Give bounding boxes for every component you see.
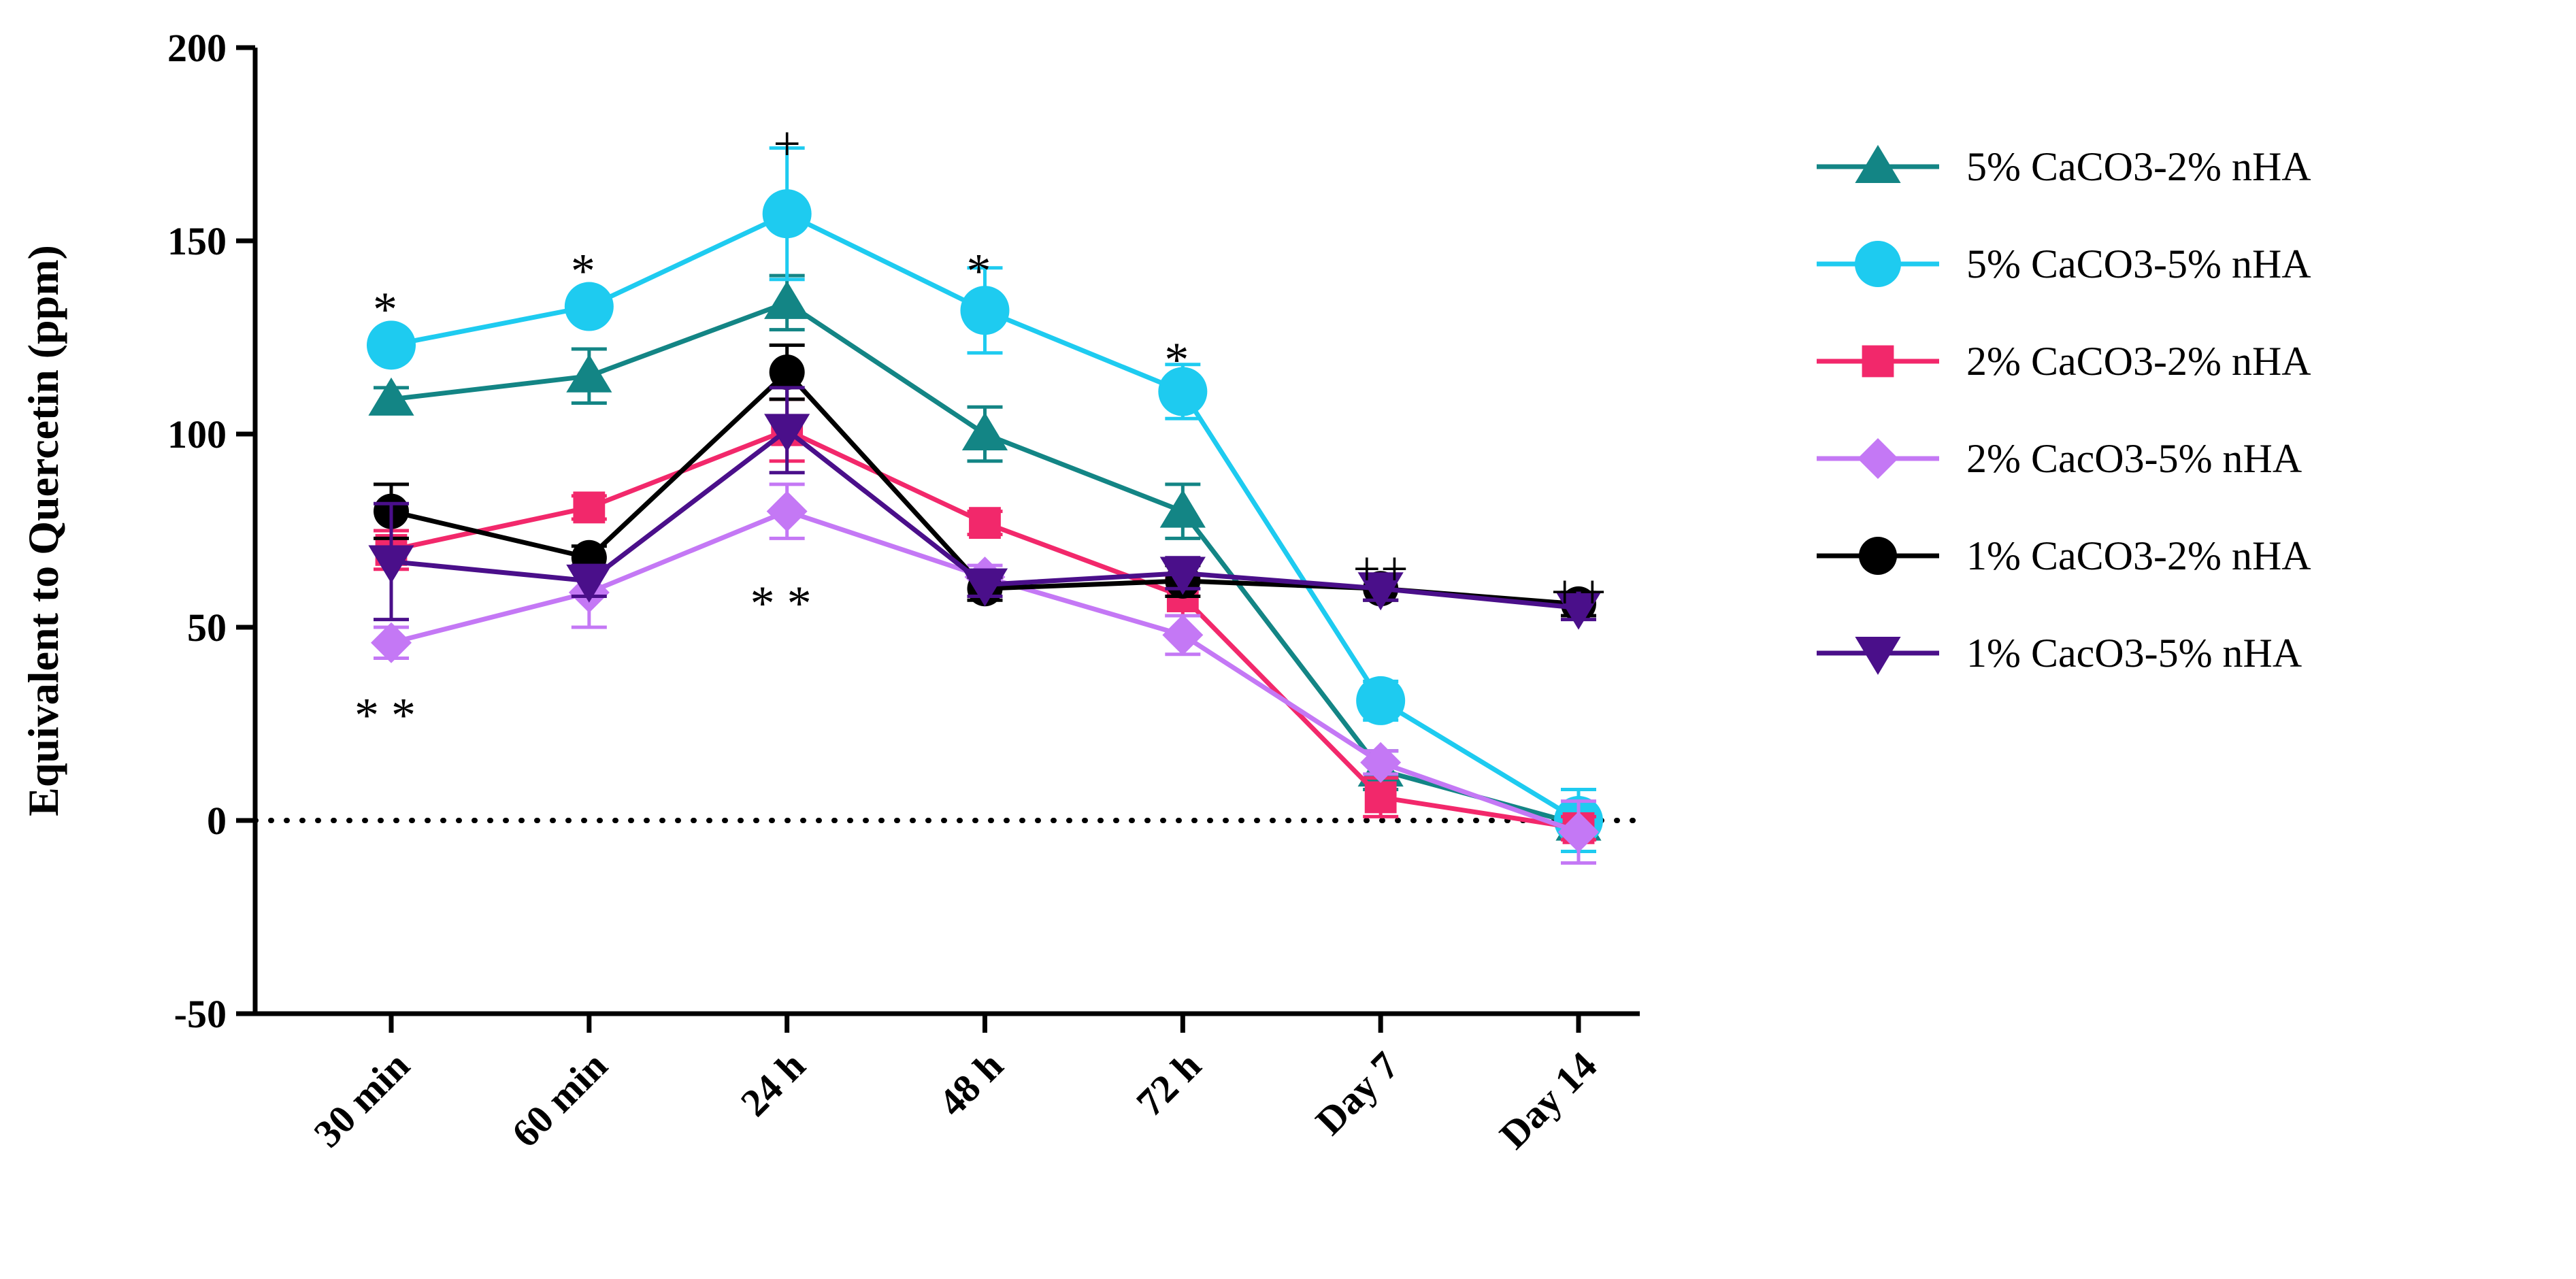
legend-item: 5% CaCO3-2% nHA: [1817, 144, 2311, 189]
x-tick-label: 48 h: [930, 1043, 1012, 1125]
data-point: [961, 412, 1008, 450]
series-2: [367, 146, 1603, 853]
data-point: [969, 507, 1001, 539]
legend-marker: [1857, 438, 1898, 479]
x-tick-label: Day 14: [1491, 1043, 1605, 1157]
y-tick-label: 0: [207, 799, 227, 843]
data-point: [960, 286, 1010, 335]
legend-label: 2% CacO3-5% nHA: [1966, 436, 2302, 481]
legend-marker: [1855, 637, 1901, 675]
y-tick-label: 100: [167, 412, 227, 456]
significance-annotation: ++: [1353, 542, 1408, 596]
x-tick-label: 60 min: [503, 1043, 616, 1156]
legend-item: 2% CaCO3-2% nHA: [1817, 339, 2311, 384]
data-point: [367, 320, 416, 370]
legend-label: 5% CaCO3-2% nHA: [1966, 144, 2311, 189]
data-point: [1162, 614, 1204, 656]
series-layer: [367, 146, 1603, 865]
significance-annotation: **: [750, 576, 824, 631]
legend-item: 1% CacO3-5% nHA: [1817, 631, 2302, 676]
data-point: [1360, 742, 1402, 783]
significance-annotation: *: [373, 282, 410, 337]
significance-annotation: *: [571, 244, 608, 298]
data-point: [1158, 367, 1208, 416]
data-point: [1159, 489, 1206, 528]
series-6: [368, 386, 1602, 630]
data-point: [368, 545, 414, 584]
data-point: [766, 491, 808, 532]
legend-label: 1% CaCO3-2% nHA: [1966, 533, 2311, 578]
significance-annotation: *: [1164, 333, 1201, 387]
data-point: [764, 280, 810, 319]
legend-marker: [1862, 345, 1894, 378]
y-tick-label: -50: [174, 992, 227, 1036]
legend-label: 2% CaCO3-2% nHA: [1966, 339, 2311, 384]
x-tick-label: Day 7: [1307, 1043, 1407, 1143]
data-point: [566, 354, 612, 393]
data-point: [764, 414, 810, 452]
significance-annotation: ++: [1551, 565, 1606, 619]
x-tick-label: 30 min: [306, 1043, 418, 1156]
legend-item: 2% CacO3-5% nHA: [1817, 436, 2302, 481]
annotation-layer: ****+****++ ++: [354, 116, 1606, 743]
data-point: [1555, 591, 1602, 630]
data-point: [1159, 557, 1206, 595]
data-point: [371, 622, 412, 663]
data-point: [1364, 781, 1397, 814]
series-4: [371, 482, 1599, 865]
data-point: [1558, 812, 1599, 853]
y-tick-label: 200: [167, 26, 227, 70]
legend-marker: [1855, 145, 1901, 183]
data-point: [368, 377, 414, 416]
legend-marker: [1855, 241, 1901, 287]
legend-marker: [1859, 537, 1897, 575]
data-point: [961, 568, 1008, 607]
significance-annotation: *: [967, 244, 1004, 298]
y-axis-title: Equivalent to Quercetin (ppm): [19, 245, 67, 816]
data-point: [762, 189, 812, 239]
legend: 5% CaCO3-2% nHA 5% CaCO3-5% nHA 2% CaCO3-2…: [1817, 144, 2311, 676]
data-point: [769, 354, 805, 391]
data-point: [566, 564, 612, 603]
legend-item: 1% CaCO3-2% nHA: [1817, 533, 2311, 578]
significance-annotation: **: [354, 688, 428, 743]
y-tick-label: 150: [167, 219, 227, 263]
x-tick-label: 24 h: [732, 1043, 814, 1125]
data-point: [564, 282, 614, 331]
data-point: [1357, 572, 1404, 611]
legend-label: 5% CaCO3-5% nHA: [1966, 242, 2311, 286]
data-point: [1356, 676, 1406, 725]
x-tick-label: 72 h: [1127, 1043, 1209, 1125]
y-tick-label: 50: [187, 605, 227, 650]
significance-annotation: +: [773, 116, 801, 171]
legend-item: 5% CaCO3-5% nHA: [1817, 241, 2311, 287]
data-point: [573, 491, 606, 524]
legend-label: 1% CacO3-5% nHA: [1966, 631, 2302, 676]
